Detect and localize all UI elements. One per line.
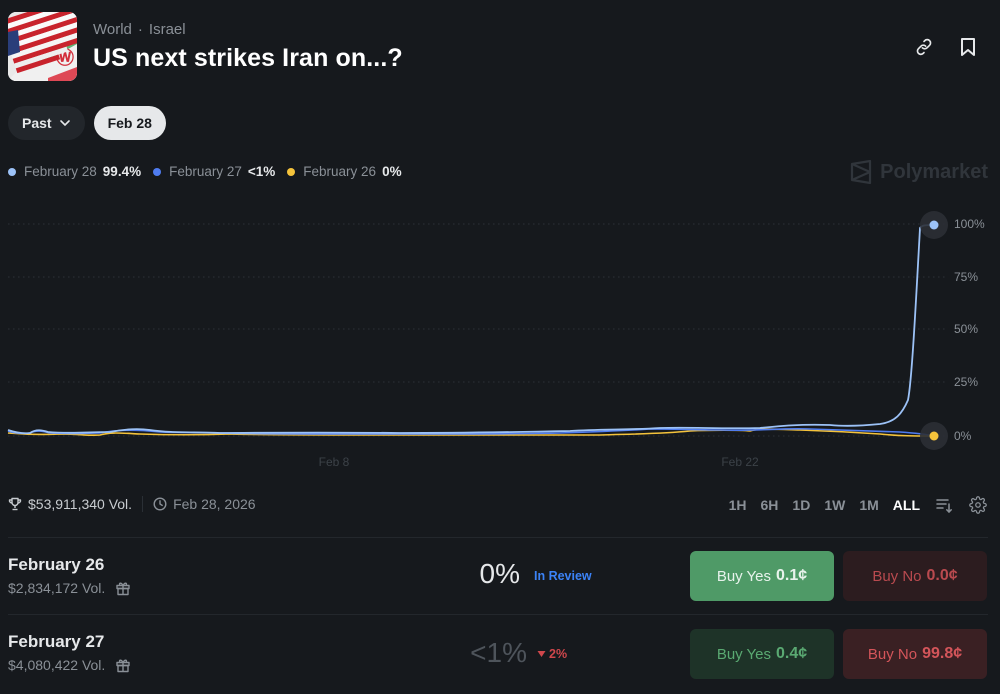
range-6h[interactable]: 6H bbox=[760, 497, 779, 513]
x-axis-tick-feb-8: Feb 8 bbox=[318, 455, 350, 469]
legend-name: February 28 bbox=[24, 164, 97, 179]
stats-divider bbox=[142, 496, 144, 512]
legend-name: February 27 bbox=[169, 164, 242, 179]
breadcrumb-separator: · bbox=[137, 20, 143, 38]
date-chip-feb-28[interactable]: Feb 28 bbox=[93, 106, 166, 140]
sort-button[interactable] bbox=[934, 494, 954, 516]
range-1m[interactable]: 1M bbox=[859, 497, 879, 513]
date-chip-label: Feb 28 bbox=[107, 115, 152, 131]
buy-yes-button[interactable]: Buy Yes 0.1¢ bbox=[690, 551, 834, 601]
outcome-row-feb-27[interactable]: February 27 $4,080,422 Vol. <1% 2% Buy Y… bbox=[0, 615, 1000, 691]
chart-settings-button[interactable] bbox=[968, 494, 988, 516]
range-1d[interactable]: 1D bbox=[792, 497, 811, 513]
y-axis-tick-25: 25% bbox=[954, 375, 979, 389]
bookmark-icon bbox=[961, 38, 975, 56]
time-range-selector: 1H 6H 1D 1W 1M ALL bbox=[715, 494, 988, 516]
chart-canvas bbox=[7, 211, 948, 450]
total-volume: $53,911,340 Vol. bbox=[28, 496, 133, 512]
endpoint-dot-feb-26 bbox=[929, 431, 939, 441]
polymarket-logo-icon bbox=[851, 160, 872, 184]
legend-item-feb-26: February 26 0% bbox=[287, 164, 402, 179]
range-1h[interactable]: 1H bbox=[728, 497, 747, 513]
gear-icon bbox=[969, 496, 987, 514]
breadcrumb: World · Israel bbox=[93, 21, 403, 38]
y-axis-tick-100: 100% bbox=[954, 217, 985, 231]
buy-no-price: 0.0¢ bbox=[926, 567, 958, 584]
buy-no-price: 99.8¢ bbox=[922, 645, 963, 662]
change-badge: 2% bbox=[537, 647, 567, 661]
range-all[interactable]: ALL bbox=[892, 497, 920, 513]
buy-no-button[interactable]: Buy No 99.8¢ bbox=[843, 629, 987, 679]
buy-yes-price: 0.4¢ bbox=[776, 645, 808, 662]
legend-item-feb-28: February 28 99.4% bbox=[8, 164, 141, 179]
page-title: US next strikes Iran on...? bbox=[93, 43, 403, 72]
date-filters: Past Feb 28 bbox=[8, 106, 166, 140]
change-value: 2% bbox=[549, 647, 568, 661]
chevron-down-icon bbox=[59, 119, 71, 127]
legend-dot-icon bbox=[8, 167, 16, 176]
header-actions bbox=[914, 36, 978, 58]
link-icon bbox=[916, 38, 932, 56]
y-axis-tick-50: 50% bbox=[954, 322, 979, 336]
divider bbox=[8, 614, 988, 615]
legend-value: 0% bbox=[382, 164, 402, 179]
price-chart[interactable]: 100% 75% 50% 25% 0% Feb 8 Feb 22 bbox=[0, 200, 1000, 480]
y-axis-tick-75: 75% bbox=[954, 270, 979, 284]
series-feb-26-line bbox=[7, 428, 935, 437]
past-dropdown-label: Past bbox=[22, 115, 52, 131]
gift-icon[interactable] bbox=[115, 580, 131, 596]
buy-no-label: Buy No bbox=[867, 645, 918, 663]
outcome-volume-text: $2,834,172 Vol. bbox=[8, 580, 106, 596]
outcome-name: February 27 bbox=[8, 632, 105, 651]
breadcrumb-world[interactable]: World bbox=[93, 20, 132, 38]
outcome-probability: 0% bbox=[479, 558, 520, 589]
in-review-badge: In Review bbox=[534, 569, 592, 583]
buy-yes-label: Buy Yes bbox=[716, 567, 772, 585]
chart-gridlines bbox=[8, 223, 945, 437]
copy-link-button[interactable] bbox=[914, 36, 934, 58]
gift-icon[interactable] bbox=[115, 657, 131, 673]
outcome-row-feb-26[interactable]: February 26 $2,834,172 Vol. 0% In Review… bbox=[0, 538, 1000, 614]
market-header: Ⓦ World · Israel US next strik bbox=[8, 12, 403, 81]
chart-legend: February 28 99.4% February 27 <1% Februa… bbox=[8, 164, 414, 179]
outcome-name: February 26 bbox=[8, 555, 105, 574]
outcome-volume: $2,834,172 Vol. bbox=[8, 580, 131, 596]
y-axis-tick-0: 0% bbox=[954, 429, 972, 443]
legend-name: February 26 bbox=[303, 164, 377, 179]
market-stats: $53,911,340 Vol. Feb 28, 2026 bbox=[8, 496, 256, 512]
buy-no-label: Buy No bbox=[872, 567, 922, 585]
legend-value: 99.4% bbox=[102, 164, 142, 179]
end-date: Feb 28, 2026 bbox=[173, 496, 256, 512]
polymarket-watermark: Polymarket bbox=[850, 160, 988, 184]
buy-yes-price: 0.1¢ bbox=[776, 567, 808, 584]
legend-value: <1% bbox=[247, 164, 276, 179]
legend-dot-icon bbox=[287, 167, 296, 176]
trophy-icon bbox=[8, 497, 22, 511]
endpoint-dot-feb-28 bbox=[929, 220, 939, 230]
clock-icon bbox=[153, 497, 167, 511]
range-1w[interactable]: 1W bbox=[824, 497, 846, 513]
buy-yes-button[interactable]: Buy Yes 0.4¢ bbox=[690, 629, 834, 679]
legend-dot-icon bbox=[153, 167, 162, 176]
past-dropdown[interactable]: Past bbox=[8, 106, 85, 140]
sort-descending-icon bbox=[936, 499, 952, 514]
legend-item-feb-27: February 27 <1% bbox=[153, 164, 275, 179]
bookmark-button[interactable] bbox=[958, 36, 978, 58]
breadcrumb-israel[interactable]: Israel bbox=[148, 20, 186, 38]
outcome-volume-text: $4,080,422 Vol. bbox=[8, 657, 106, 673]
divider bbox=[8, 537, 988, 538]
watermark-text: Polymarket bbox=[880, 160, 988, 183]
series-feb-28-line bbox=[7, 224, 935, 435]
buy-yes-label: Buy Yes bbox=[716, 645, 772, 663]
x-axis-tick-feb-22: Feb 22 bbox=[721, 455, 759, 469]
outcome-volume: $4,080,422 Vol. bbox=[8, 657, 131, 673]
buy-no-button[interactable]: Buy No 0.0¢ bbox=[843, 551, 987, 601]
down-triangle-icon bbox=[537, 651, 546, 657]
outcome-probability: <1% bbox=[470, 637, 527, 668]
market-thumbnail: Ⓦ bbox=[8, 12, 77, 81]
